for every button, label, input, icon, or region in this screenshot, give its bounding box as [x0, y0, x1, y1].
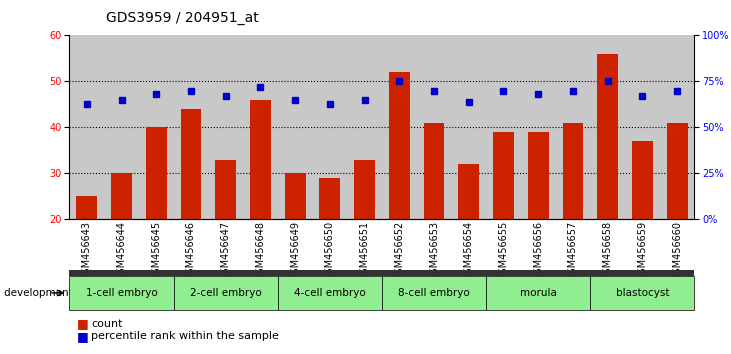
Bar: [243, 35, 278, 219]
Bar: [312, 35, 347, 219]
Bar: [111, 173, 132, 312]
Bar: [562, 123, 583, 312]
Text: 4-cell embryo: 4-cell embryo: [294, 288, 366, 298]
Bar: [145, 127, 167, 312]
Text: ■: ■: [77, 330, 88, 343]
Bar: [389, 72, 409, 312]
Bar: [659, 35, 694, 219]
Bar: [528, 132, 548, 312]
Bar: [493, 132, 514, 312]
Text: morula: morula: [520, 288, 556, 298]
Bar: [77, 196, 97, 312]
Text: 2-cell embryo: 2-cell embryo: [190, 288, 262, 298]
Bar: [590, 35, 625, 219]
Bar: [319, 178, 340, 312]
Bar: [556, 35, 590, 219]
Bar: [458, 164, 479, 312]
Bar: [667, 123, 687, 312]
Bar: [181, 109, 201, 312]
Bar: [250, 100, 270, 312]
Bar: [423, 123, 444, 312]
Bar: [139, 35, 173, 219]
Bar: [208, 35, 243, 219]
Bar: [354, 160, 375, 312]
Bar: [278, 35, 312, 219]
Bar: [486, 35, 520, 219]
Bar: [105, 35, 139, 219]
Bar: [215, 160, 236, 312]
Text: blastocyst: blastocyst: [616, 288, 669, 298]
Text: percentile rank within the sample: percentile rank within the sample: [91, 331, 279, 341]
Bar: [597, 54, 618, 312]
Bar: [284, 173, 306, 312]
Bar: [347, 35, 382, 219]
Bar: [451, 35, 486, 219]
Bar: [632, 141, 653, 312]
Bar: [417, 35, 451, 219]
Text: count: count: [91, 319, 123, 329]
Bar: [173, 35, 208, 219]
Bar: [625, 35, 659, 219]
Text: 1-cell embryo: 1-cell embryo: [86, 288, 157, 298]
Bar: [520, 35, 556, 219]
Text: 8-cell embryo: 8-cell embryo: [398, 288, 470, 298]
Bar: [382, 35, 417, 219]
Text: development stage: development stage: [4, 288, 105, 298]
Text: ■: ■: [77, 318, 88, 330]
Bar: [69, 35, 104, 219]
Text: GDS3959 / 204951_at: GDS3959 / 204951_at: [106, 11, 259, 25]
